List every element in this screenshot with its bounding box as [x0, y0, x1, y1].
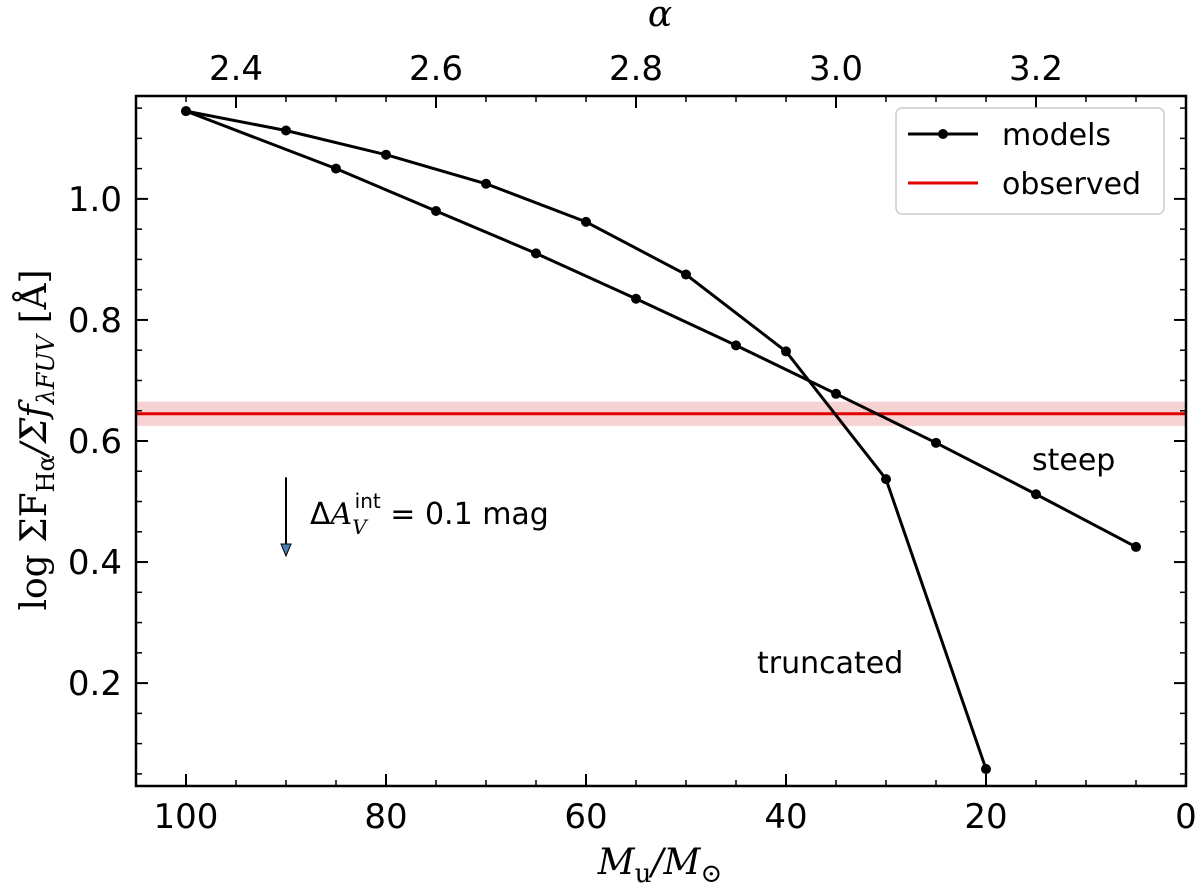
- data-point-truncated: [281, 125, 291, 136]
- data-point-truncated: [981, 764, 991, 775]
- series-layer: [181, 106, 1141, 775]
- x-tick-label: 0: [1175, 797, 1197, 837]
- arrow-head: [280, 543, 292, 558]
- y-tick-label: 1.0: [68, 180, 122, 220]
- legend-models-label: models: [1002, 118, 1111, 153]
- x-axis-title: Mu/M⊙: [597, 842, 722, 888]
- data-point-truncated: [681, 269, 691, 280]
- x-tick-label: 80: [364, 797, 407, 837]
- data-point-truncated: [481, 178, 491, 189]
- legend-models-marker: [938, 129, 948, 139]
- legend: models observed: [895, 107, 1165, 215]
- y-axis-title: log ΣFHα/ΣfλFUV [Å]: [13, 269, 60, 610]
- data-point-truncated: [581, 216, 591, 227]
- data-point-steep: [331, 163, 341, 174]
- y-tick-label: 0.2: [68, 664, 122, 704]
- x2-tick-label: 3.2: [1009, 49, 1063, 89]
- y-tick-label: 0.4: [68, 543, 122, 583]
- x-tick-label: 40: [764, 797, 807, 837]
- y-tick-label: 0.8: [68, 301, 122, 341]
- data-point-steep: [831, 388, 841, 399]
- y-tick-label: 0.6: [68, 422, 122, 462]
- data-point-steep: [631, 293, 641, 304]
- truncated-label: truncated: [757, 646, 903, 681]
- data-point-steep: [731, 340, 741, 351]
- data-point-steep: [431, 206, 441, 216]
- series-line-steep: [185, 109, 1137, 549]
- legend-observed-label: observed: [1002, 167, 1141, 202]
- data-point-steep: [531, 248, 541, 259]
- data-point-steep: [181, 106, 191, 117]
- x2-tick-label: 2.8: [609, 49, 663, 89]
- extinction-label: ΔAVint = 0.1 mag: [310, 489, 549, 539]
- x-tick-label: 100: [154, 797, 219, 837]
- tick-layer: 100 80 60 40 20 0 2.4 2.6 2.8 3.0 3.2 0.2 0.4 0.6 0.8 1…: [68, 49, 1197, 837]
- top-axis-title: α: [648, 0, 672, 35]
- data-point-truncated: [881, 474, 891, 485]
- extinction-arrow: [280, 477, 292, 558]
- data-point-steep: [931, 437, 941, 448]
- x2-tick-label: 2.4: [209, 49, 263, 89]
- x2-tick-label: 3.0: [809, 49, 863, 89]
- data-point-steep: [1031, 489, 1041, 500]
- x-tick-label: 20: [964, 797, 1007, 837]
- data-point-truncated: [381, 149, 391, 160]
- data-point-steep: [1131, 541, 1141, 552]
- data-point-truncated: [781, 346, 791, 357]
- x-tick-label: 60: [564, 797, 607, 837]
- x2-tick-label: 2.6: [409, 49, 463, 89]
- observed-group: [136, 401, 1186, 426]
- steep-label: steep: [1032, 443, 1115, 478]
